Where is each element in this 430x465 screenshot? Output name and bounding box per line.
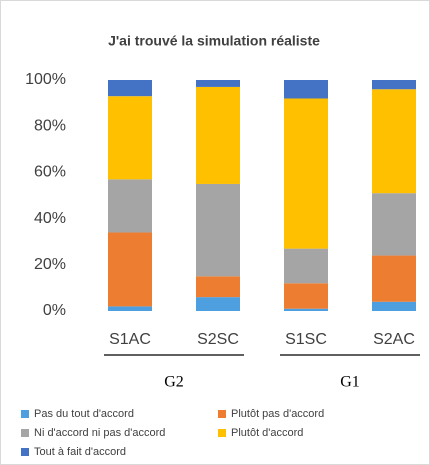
y-tick-label: 60% <box>34 164 66 181</box>
group-label: G1 <box>340 374 360 391</box>
bar-segment <box>108 80 152 97</box>
chart-title: J'ai trouvé la simulation réaliste <box>108 33 320 49</box>
y-tick-label: 20% <box>34 256 66 273</box>
bar-segment <box>284 248 328 284</box>
bar-segment <box>372 193 416 256</box>
bar-segment <box>284 98 328 249</box>
bar-segment <box>284 308 328 311</box>
x-tick-label: S1SC <box>285 331 327 348</box>
bar-segment <box>108 96 152 180</box>
bar-segment <box>284 80 328 99</box>
legend-label: Plutôt pas d'accord <box>231 408 324 420</box>
bar-segment <box>196 80 240 87</box>
legend-label: Pas du tout d'accord <box>34 408 134 420</box>
bar-segment <box>108 179 152 233</box>
legend-swatch <box>21 410 29 418</box>
legend-label: Ni d'accord ni pas d'accord <box>34 427 165 439</box>
bar-segment <box>284 283 328 309</box>
bar-segment <box>108 306 152 311</box>
bar-segment <box>196 297 240 311</box>
legend-swatch <box>21 448 29 456</box>
y-tick-label: 80% <box>34 117 66 134</box>
bar-segment <box>196 183 240 277</box>
bar-segment <box>108 232 152 307</box>
legend-swatch <box>21 429 29 437</box>
x-tick-label: S2SC <box>197 331 239 348</box>
y-tick-label: 100% <box>25 71 66 88</box>
legend-swatch <box>218 429 226 437</box>
y-tick-label: 40% <box>34 210 66 227</box>
legend-label: Tout à fait d'accord <box>34 446 126 458</box>
legend-label: Plutôt d'accord <box>231 427 303 439</box>
bar-segment <box>372 301 416 311</box>
x-tick-label: S1AC <box>109 331 151 348</box>
group-label: G2 <box>164 374 184 391</box>
y-tick-label: 0% <box>43 302 66 319</box>
bar-segment <box>372 80 416 90</box>
bar-segment <box>196 276 240 298</box>
bar-segment <box>196 86 240 184</box>
bar-segment <box>372 255 416 302</box>
x-tick-label: S2AC <box>373 331 415 348</box>
legend-swatch <box>218 410 226 418</box>
bar-segment <box>372 89 416 194</box>
